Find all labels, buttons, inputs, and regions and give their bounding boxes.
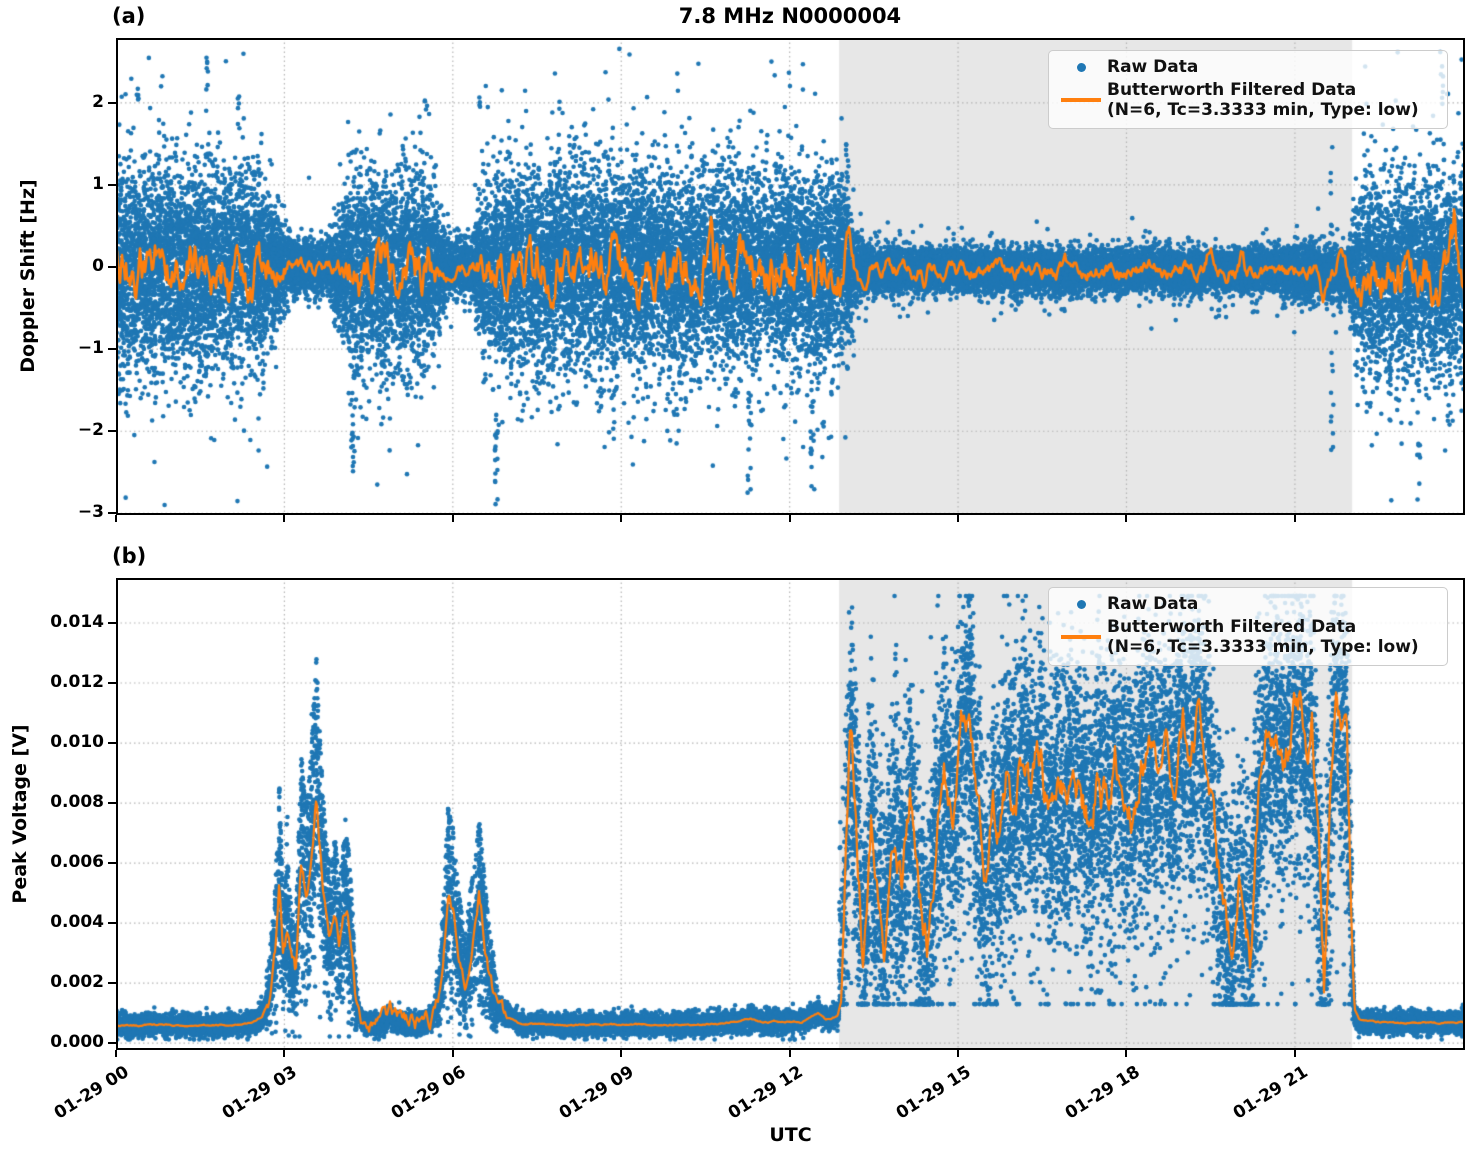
x-tick-mark: [115, 1050, 117, 1057]
x-tick-mark: [451, 515, 454, 522]
y-tick-mark: [108, 742, 116, 745]
y-tick-mark: [108, 101, 116, 104]
x-tick-mark: [1125, 1050, 1128, 1057]
y-tick-label: −3: [77, 502, 104, 523]
x-axis-label: UTC: [769, 1124, 812, 1146]
y-tick-label: 0.006: [50, 852, 104, 873]
y-tick-label: 0.004: [50, 912, 104, 933]
x-tick-label: 01-29 06: [387, 1062, 470, 1124]
x-tick-mark: [283, 1050, 286, 1057]
y-tick-mark: [108, 682, 116, 685]
panel-label-a: (a): [112, 4, 146, 28]
panel-label-b: (b): [112, 544, 147, 568]
y-tick-mark: [108, 512, 116, 515]
legend-raw-label: Raw Data: [1107, 594, 1199, 614]
x-tick-mark: [115, 515, 117, 522]
y-tick-label: 0.008: [50, 792, 104, 813]
filtered-line-icon: [1061, 635, 1101, 640]
x-tick-mark: [788, 515, 791, 522]
legend-raw-label: Raw Data: [1107, 57, 1199, 77]
x-tick-mark: [283, 515, 286, 522]
y-tick-label: −2: [77, 420, 104, 441]
filtered-line-icon: [1061, 98, 1101, 103]
x-tick-mark: [1293, 1050, 1296, 1057]
y-tick-label: 0.012: [50, 672, 104, 693]
legend-filtered-label-line2: (N=6, Tc=3.3333 min, Type: low): [1107, 637, 1419, 658]
x-tick-label: 01-29 18: [1061, 1062, 1144, 1124]
legend-filtered-label-line2: (N=6, Tc=3.3333 min, Type: low): [1107, 100, 1419, 121]
y-tick-mark: [108, 266, 116, 269]
x-tick-mark: [957, 515, 960, 522]
legend-entry-filtered: Butterworth Filtered Data (N=6, Tc=3.333…: [1055, 80, 1439, 121]
x-tick-mark: [620, 1050, 623, 1057]
raw-data-dot-icon: [1076, 62, 1086, 72]
x-tick-label: 01-29 21: [1229, 1062, 1312, 1124]
legend-voltage: Raw Data Butterworth Filtered Data (N=6,…: [1048, 587, 1448, 667]
legend-entry-filtered: Butterworth Filtered Data (N=6, Tc=3.333…: [1055, 617, 1439, 658]
y-tick-label: 0: [92, 256, 104, 277]
x-tick-mark: [1125, 515, 1128, 522]
x-tick-mark: [1293, 515, 1296, 522]
x-tick-label: 01-29 09: [556, 1062, 638, 1124]
x-tick-mark: [620, 515, 623, 522]
y-tick-label: 0.014: [50, 612, 104, 632]
x-tick-mark: [957, 1050, 960, 1057]
y-tick-label: 1: [92, 173, 104, 194]
legend-entry-raw: Raw Data: [1055, 57, 1439, 78]
x-tick-label: 01-29 03: [219, 1062, 302, 1124]
legend-entry-raw: Raw Data: [1055, 594, 1439, 615]
y-tick-mark: [108, 802, 116, 805]
y-tick-mark: [108, 430, 116, 433]
y-tick-mark: [108, 622, 116, 624]
y-tick-mark: [108, 348, 116, 351]
y-tick-mark: [108, 1042, 116, 1045]
y-tick-label: 2: [92, 91, 104, 112]
y-tick-mark: [108, 183, 116, 186]
x-tick-label: 01-29 00: [50, 1062, 133, 1124]
y-tick-label: 0.002: [50, 972, 104, 993]
chart-title: 7.8 MHz N0000004: [678, 4, 902, 28]
y-tick-mark: [108, 922, 116, 925]
x-tick-mark: [788, 1050, 791, 1057]
raw-data-dot-icon: [1076, 599, 1086, 609]
legend-filtered-label-line1: Butterworth Filtered Data: [1107, 616, 1357, 637]
y-tick-label: −1: [77, 338, 104, 359]
x-tick-label: 01-29 12: [724, 1062, 807, 1124]
legend-doppler: Raw Data Butterworth Filtered Data (N=6,…: [1048, 50, 1448, 130]
y-tick-mark: [108, 982, 116, 985]
x-tick-label: 01-29 15: [892, 1062, 975, 1124]
y-tick-label: 0.010: [50, 732, 104, 753]
legend-filtered-label-line1: Butterworth Filtered Data: [1107, 79, 1357, 100]
y-tick-label: 0.000: [50, 1032, 104, 1053]
y-tick-mark: [108, 862, 116, 865]
x-tick-mark: [451, 1050, 454, 1057]
